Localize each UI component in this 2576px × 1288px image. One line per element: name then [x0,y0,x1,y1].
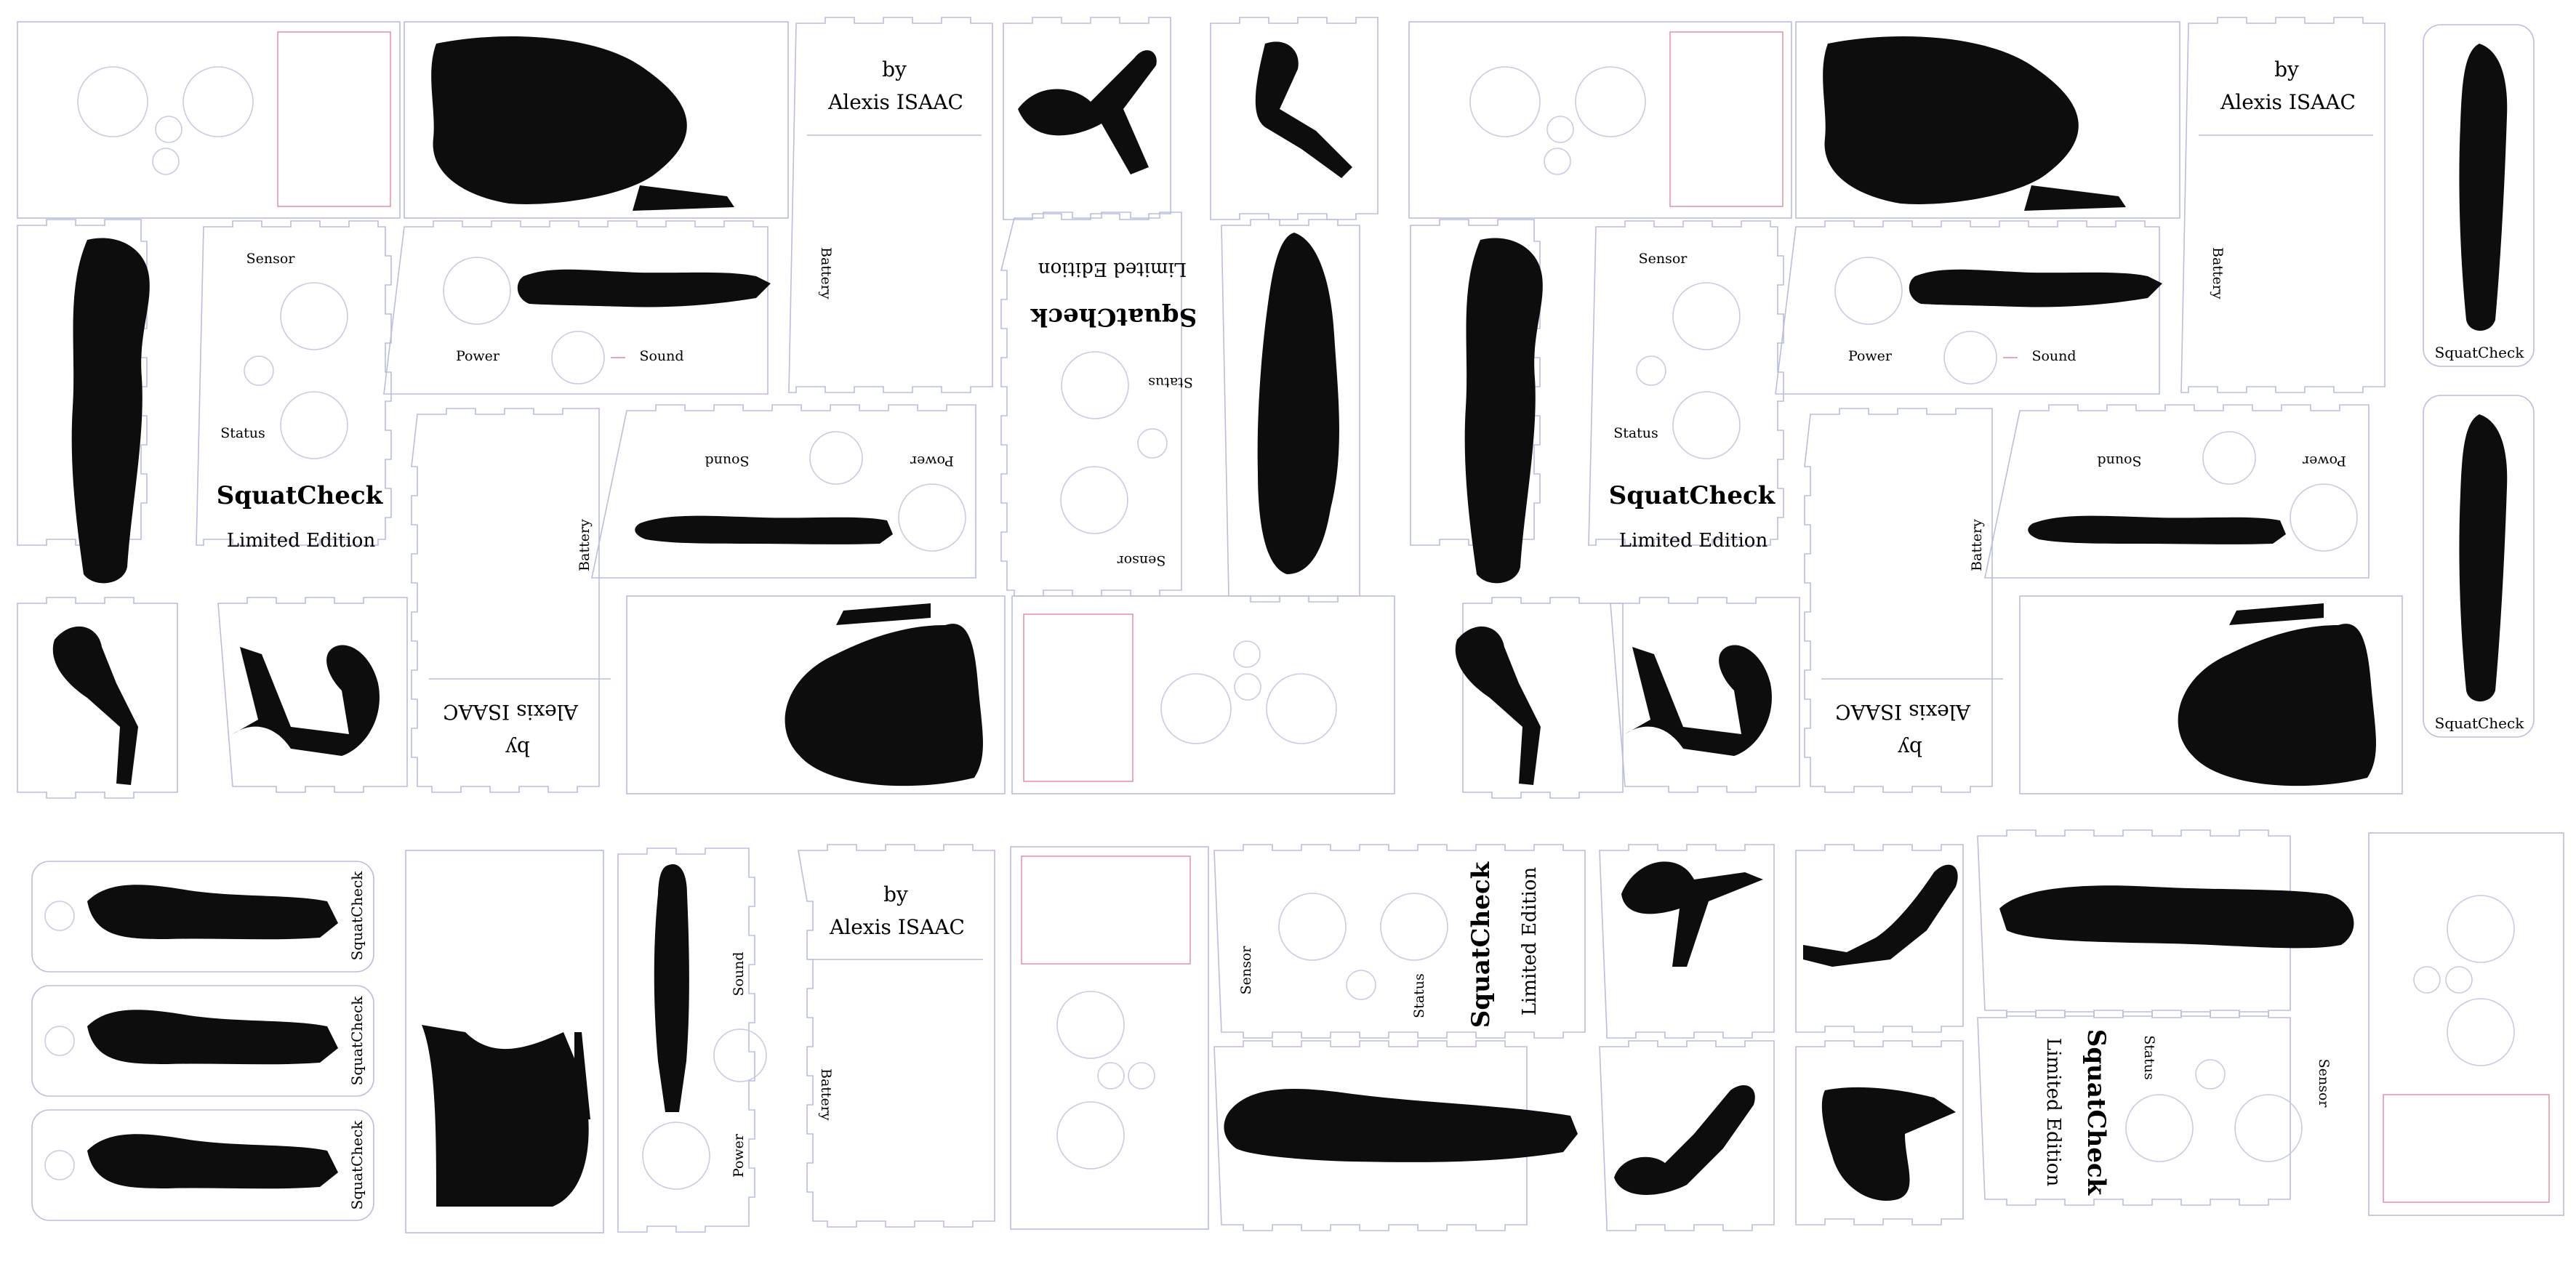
edition-label-flipped: Limited Edition [1038,258,1187,280]
brand-tag-label-3: SquatCheck [348,871,366,961]
bent-leg-illustration [1803,864,1958,967]
power-label: Power [456,348,500,364]
battery-label-rotated: Battery [577,519,593,571]
battery-label-b-rotated: Battery [1969,519,1985,571]
by-label-c: by [883,882,908,906]
hip-muscles-illustration [431,36,734,211]
by-label: by [882,57,907,81]
battery-label-c: Battery [818,1068,834,1121]
thigh-muscles-illustration [87,885,338,940]
lower-leg-illustration [1909,269,2162,307]
brand-tag-label-2: SquatCheck [2435,715,2525,732]
bent-leg-illustration [1018,50,1157,174]
edition-label: Limited Edition [227,530,376,552]
status-label-flipped: Status [1148,374,1193,390]
sound-label-flipped: Sound [705,453,749,469]
status-label-d: Status [2141,1035,2157,1080]
edition-label-b: Limited Edition [1619,530,1768,552]
lower-leg-illustration [654,864,689,1112]
panel-top-set-a: by Alexis ISAAC Battery Sensor Status Sq… [17,17,1395,799]
battery-label: Battery [818,247,834,299]
sensor-label-c: Sensor [1238,946,1254,995]
panel-bottom-set: SquatCheck SquatCheck SquatCheck Sound P… [31,829,2564,1233]
thigh-muscles-illustration [1999,885,2354,949]
sensor-label-d: Sensor [2316,1059,2332,1108]
thigh-muscles-illustration [1224,1088,1578,1162]
lower-leg-illustration [2028,515,2286,544]
brand-tag-label: SquatCheck [2435,344,2525,361]
battery-label-b: Battery [2210,247,2226,299]
sound-label-b-flipped: Sound [2097,453,2141,469]
bent-leg-illustration [1621,861,1763,967]
thigh-muscles-illustration [87,1010,338,1065]
hip-muscles-illustration [785,603,983,786]
bent-leg-illustration [233,645,380,756]
power-label-flipped: Power [910,453,954,469]
panel-top-set-b: by Alexis ISAAC Battery Sensor Status Sq… [1408,17,2535,799]
sound-label-c: Sound [731,951,747,996]
by-label-b: by [2274,57,2299,81]
sound-label: Sound [639,348,683,364]
lower-leg-illustration [517,269,771,307]
brand-label-c: SquatCheck [1466,861,1496,1028]
sensor-label-flipped: Sensor [1117,552,1166,568]
bent-leg-illustration [1625,645,1772,756]
brand-tag-label-4: SquatCheck [348,996,366,1086]
author-label-rotated: Alexis ISAAC [443,700,579,724]
hip-muscles-illustration [422,1025,590,1207]
hip-muscles-illustration [1823,36,2126,211]
power-label-c: Power [731,1133,747,1178]
thigh-muscles-illustration [2459,414,2508,701]
status-label-c: Status [1411,973,1427,1018]
brand-label: SquatCheck [217,481,384,510]
brand-label-d: SquatCheck [2082,1029,2111,1196]
bent-leg-illustration [1821,1087,1956,1201]
lower-leg-illustration [635,515,893,544]
thigh-muscles-illustration [1257,233,1339,574]
edition-label-c: Limited Edition [1519,867,1541,1016]
sensor-label-b: Sensor [1639,251,1688,267]
leg-muscles-illustration [1464,238,1543,584]
bent-leg-illustration [52,626,138,785]
sound-label-b: Sound [2031,348,2076,364]
status-label-b: Status [1613,425,1658,441]
brand-label-b: SquatCheck [1609,481,1776,510]
bent-leg-illustration [1455,626,1541,785]
thigh-muscles-illustration [87,1134,338,1189]
author-label-c: Alexis ISAAC [829,915,965,939]
power-label-b: Power [1848,348,1893,364]
by-label-rotated: by [505,736,530,760]
power-label-b-flipped: Power [2302,453,2346,469]
by-label-b-rotated: by [1898,736,1922,760]
bent-leg-illustration [1614,1084,1755,1195]
sensor-label: Sensor [246,251,296,267]
brand-tag-label-5: SquatCheck [348,1120,366,1210]
author-label-b-rotated: Alexis ISAAC [1835,700,1971,724]
brand-label-flipped: SquatCheck [1030,302,1197,331]
author-label: Alexis ISAAC [827,90,963,114]
leg-muscles-illustration [71,238,150,584]
hip-muscles-illustration [2178,603,2376,786]
author-label-b: Alexis ISAAC [2220,90,2356,114]
edition-label-d: Limited Edition [2042,1038,2064,1187]
bent-leg-illustration [1255,41,1352,179]
thigh-muscles-illustration [2459,44,2508,331]
status-label: Status [220,425,265,441]
